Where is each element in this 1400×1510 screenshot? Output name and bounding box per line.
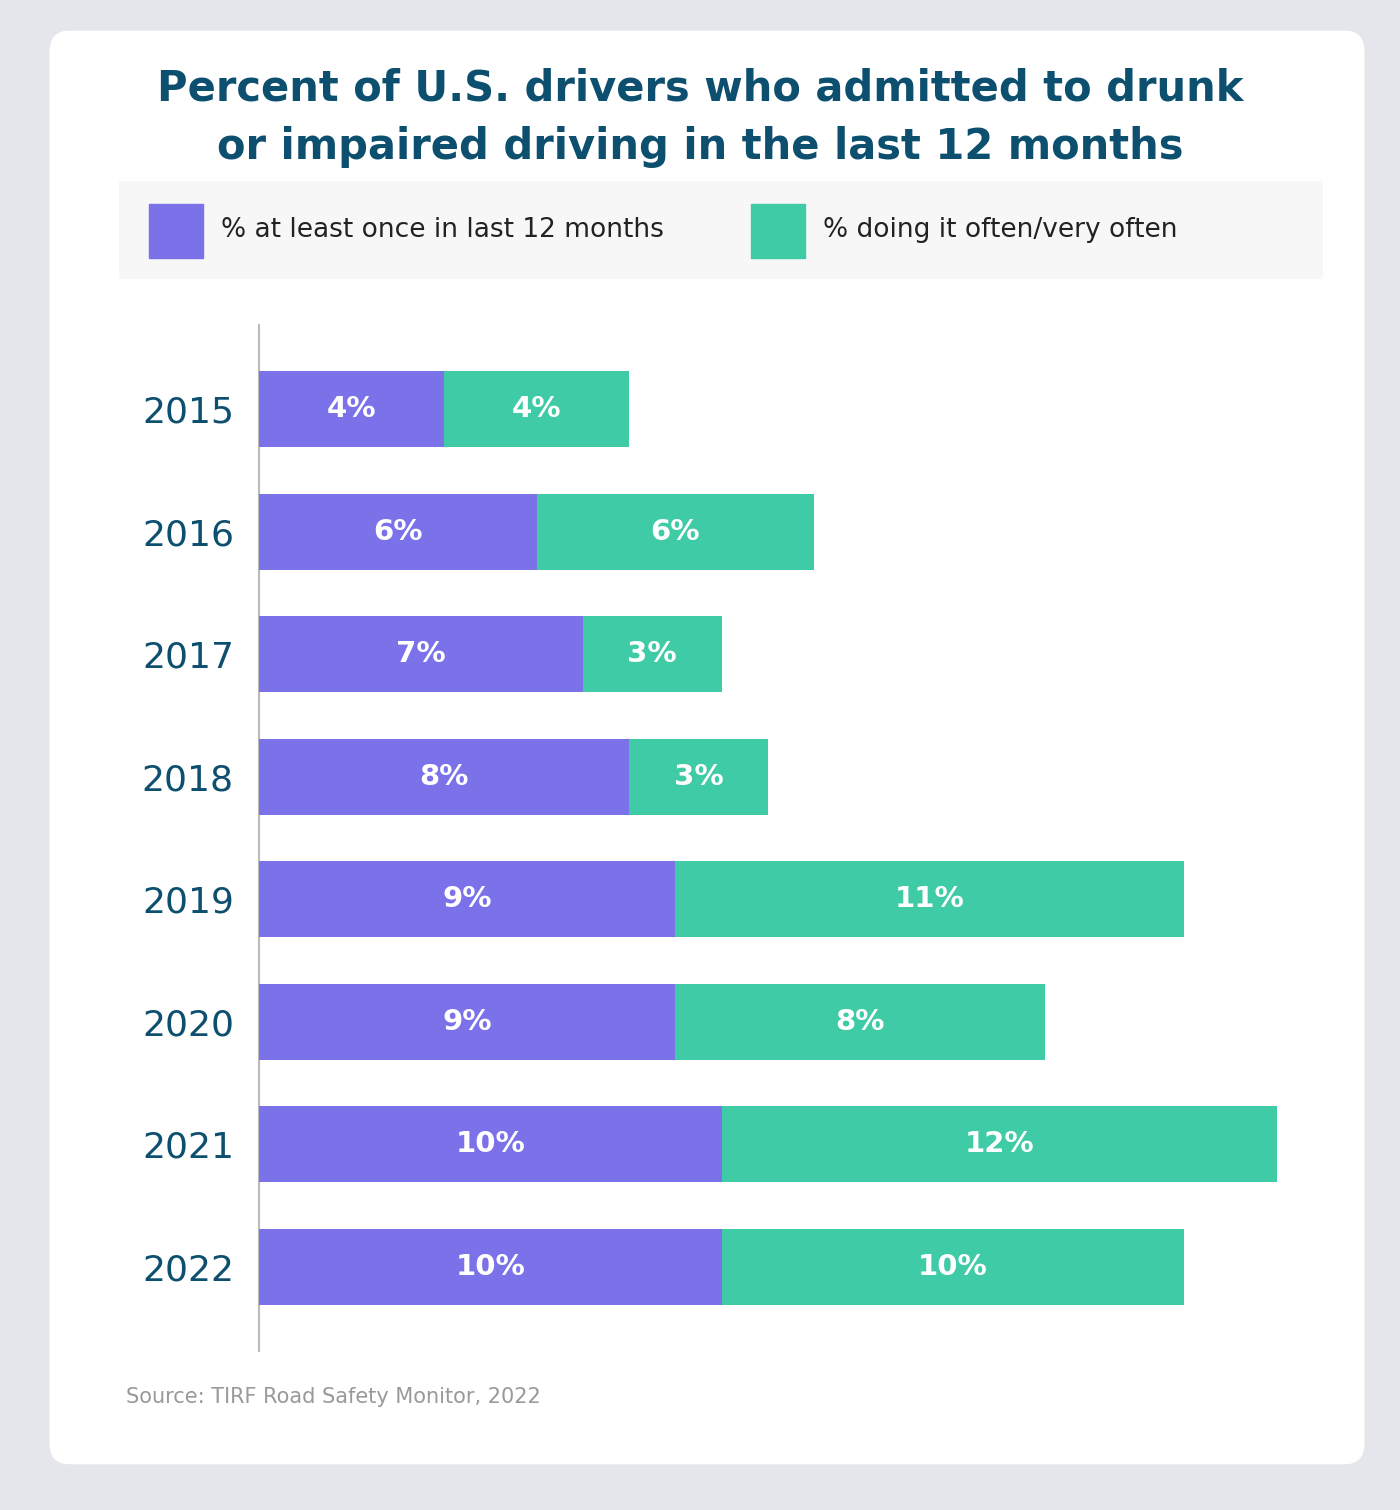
FancyBboxPatch shape — [49, 30, 1365, 1465]
Bar — [259, 616, 582, 692]
Text: 8%: 8% — [420, 763, 469, 791]
Bar — [721, 1107, 1277, 1182]
Text: 3%: 3% — [673, 763, 724, 791]
Text: % at least once in last 12 months: % at least once in last 12 months — [221, 217, 664, 243]
Bar — [750, 204, 805, 258]
Bar — [259, 494, 536, 569]
Text: 11%: 11% — [895, 885, 965, 914]
Text: % doing it often/very often: % doing it often/very often — [823, 217, 1177, 243]
Text: 7%: 7% — [396, 640, 445, 669]
Text: 9%: 9% — [442, 1007, 491, 1036]
Bar — [259, 1107, 721, 1182]
Bar — [629, 738, 767, 815]
Bar — [259, 861, 675, 938]
Bar — [675, 861, 1184, 938]
Bar — [536, 494, 815, 569]
Text: 12%: 12% — [965, 1131, 1035, 1158]
Text: 8%: 8% — [836, 1007, 885, 1036]
Bar — [721, 1229, 1184, 1305]
Bar — [259, 738, 629, 815]
Bar — [582, 616, 721, 692]
Text: Source: TIRF Road Safety Monitor, 2022: Source: TIRF Road Safety Monitor, 2022 — [126, 1388, 540, 1407]
Text: 4%: 4% — [512, 396, 561, 423]
FancyBboxPatch shape — [71, 177, 1371, 284]
Bar — [259, 371, 444, 447]
Bar — [259, 985, 675, 1060]
Bar — [150, 204, 203, 258]
Bar — [675, 985, 1046, 1060]
Text: 10%: 10% — [455, 1131, 525, 1158]
Text: 6%: 6% — [372, 518, 423, 545]
Text: Percent of U.S. drivers who admitted to drunk
or impaired driving in the last 12: Percent of U.S. drivers who admitted to … — [157, 68, 1243, 169]
Bar — [444, 371, 629, 447]
Text: 3%: 3% — [627, 640, 678, 669]
Text: 10%: 10% — [918, 1253, 988, 1280]
Text: 4%: 4% — [326, 396, 377, 423]
Text: 10%: 10% — [455, 1253, 525, 1280]
Text: 9%: 9% — [442, 885, 491, 914]
Text: 6%: 6% — [651, 518, 700, 545]
Bar — [259, 1229, 721, 1305]
